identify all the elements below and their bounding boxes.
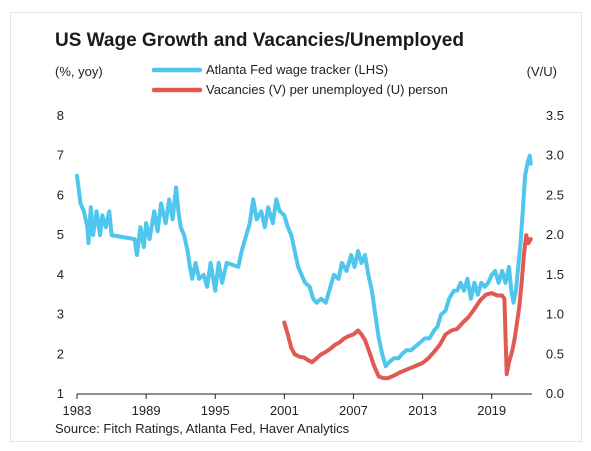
y2-tick-label: 0.0 xyxy=(546,386,564,401)
y-tick-label: 3 xyxy=(57,307,64,322)
y2-tick-label: 2.5 xyxy=(546,187,564,202)
y2-tick-label: 2.0 xyxy=(546,227,564,242)
x-tick-label: 2019 xyxy=(477,403,506,418)
y-tick-label: 5 xyxy=(57,227,64,242)
y-tick-label: 6 xyxy=(57,187,64,202)
y-tick-label: 2 xyxy=(57,346,64,361)
x-tick-label: 1989 xyxy=(132,403,161,418)
x-tick-label: 1995 xyxy=(201,403,230,418)
wage-tracker-line xyxy=(75,153,533,369)
legend-label: Vacancies (V) per unemployed (U) person xyxy=(206,82,448,97)
x-tick-label: 2001 xyxy=(270,403,299,418)
y2-tick-label: 0.5 xyxy=(546,346,564,361)
y2-tick-label: 3.5 xyxy=(546,108,564,123)
y-tick-label: 4 xyxy=(57,267,64,282)
right-axis-unit: (V/U) xyxy=(526,64,557,79)
y-tick-label: 8 xyxy=(57,108,64,123)
x-tick-label: 1983 xyxy=(63,403,92,418)
chart-title: US Wage Growth and Vacancies/Unemployed xyxy=(55,30,464,51)
y2-tick-label: 1.0 xyxy=(546,307,564,322)
y-tick-label: 7 xyxy=(57,148,64,163)
chart-border xyxy=(10,12,582,442)
source-note: Source: Fitch Ratings, Atlanta Fed, Have… xyxy=(55,421,350,436)
y2-tick-label: 3.0 xyxy=(546,148,564,163)
y2-tick-label: 1.5 xyxy=(546,267,564,282)
vacancy-ratio-line xyxy=(282,233,533,381)
left-axis-unit: (%, yoy) xyxy=(55,64,103,79)
x-tick-label: 2013 xyxy=(408,403,437,418)
x-tick-label: 2007 xyxy=(339,403,368,418)
legend-label: Atlanta Fed wage tracker (LHS) xyxy=(206,62,388,77)
y-tick-label: 1 xyxy=(57,386,64,401)
